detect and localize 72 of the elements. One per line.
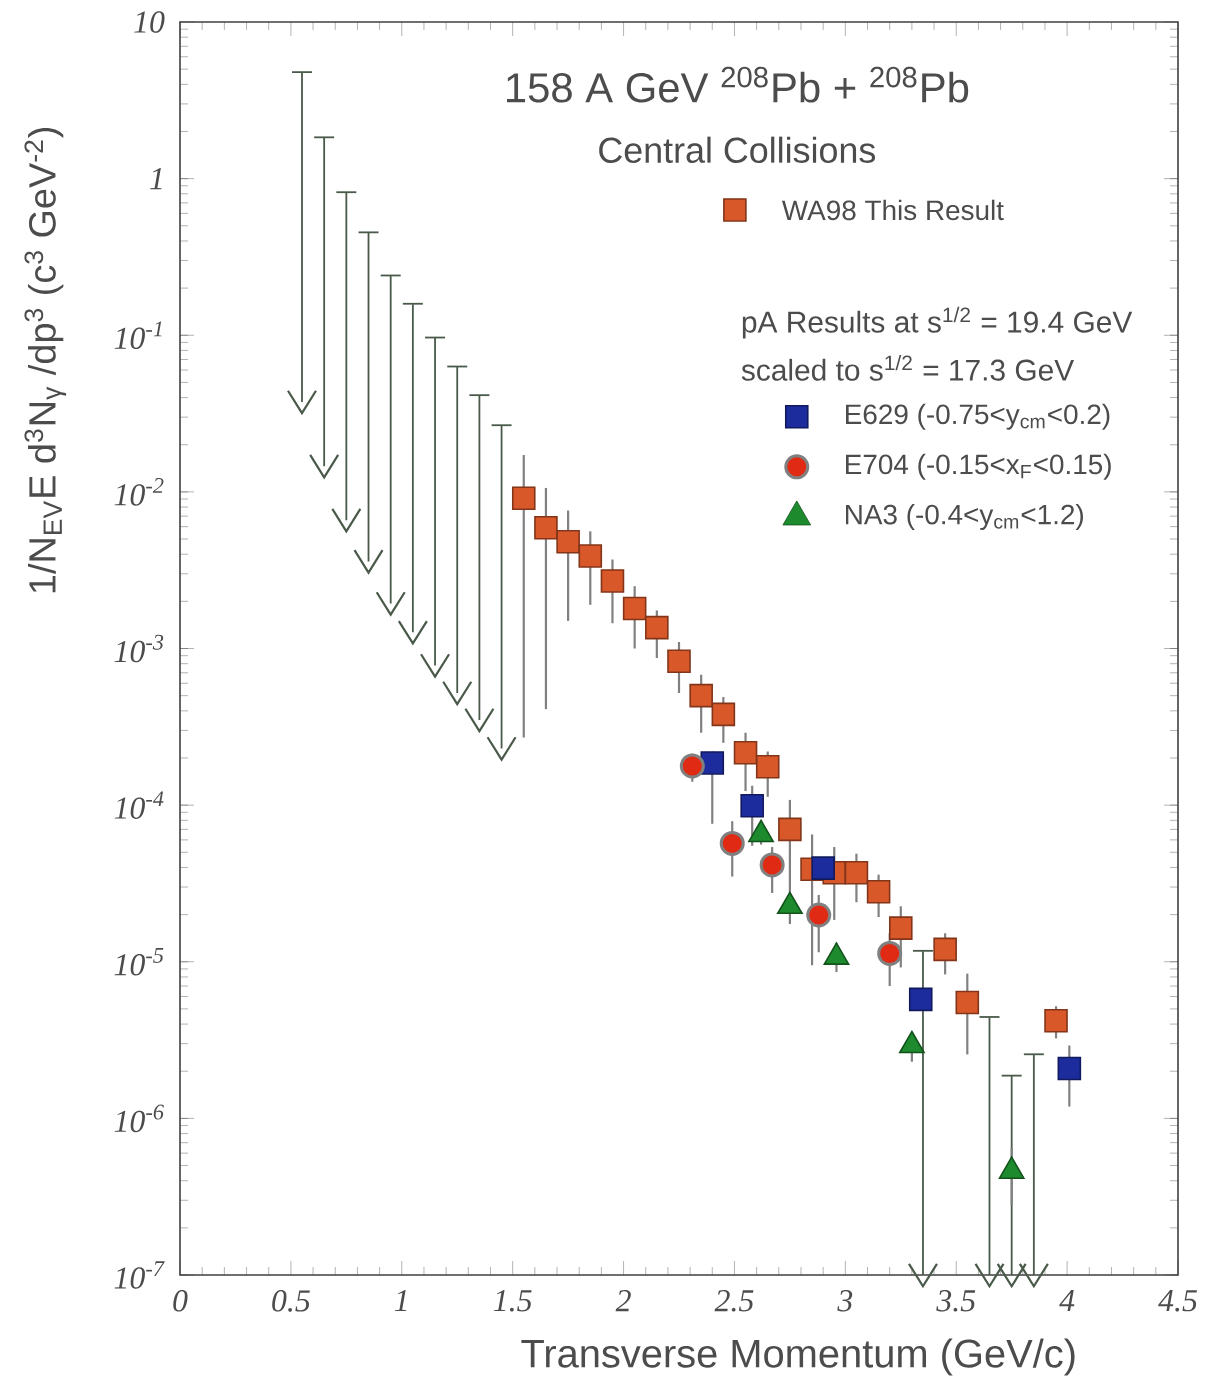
x-tick-label: 3 [837, 1290, 853, 1312]
point [955, 990, 980, 1015]
point [811, 856, 835, 880]
x-tick-label: 3.5 [936, 1290, 976, 1312]
x-tick-label: 0.5 [272, 1290, 310, 1312]
point [1044, 1008, 1068, 1033]
point [996, 1262, 1027, 1288]
point [974, 1262, 1005, 1288]
y-tick-label: 10$^{-7}$ [114, 1261, 165, 1289]
point [907, 1262, 939, 1288]
point [419, 653, 451, 678]
x-tick-label: 1 [394, 1290, 407, 1312]
x-tick-label: 4.5 [1158, 1290, 1197, 1312]
point [908, 987, 933, 1012]
annotation: scaled to s$^{1/2}$ = 17.3 GeV [741, 354, 1075, 381]
point [286, 389, 318, 415]
x-tick-label: 0 [173, 1290, 188, 1312]
point [1057, 1056, 1082, 1081]
text: 1/N$_{EV}$E d$^{3}$N$_{γ}$ /dp$^{3}$ (c$^{3}$ GeV$^{-2}$) [24, 127, 67, 593]
point [353, 549, 384, 574]
text: Central Collisions [599, 136, 876, 163]
y-tick-label: 10$^{-6}$ [114, 1104, 164, 1133]
y-tick-label: 1 [150, 168, 162, 190]
point [442, 680, 473, 706]
legend-label: WA98 This Result [781, 199, 1004, 221]
annotation: pA Results at s$^{1/2}$ = 19.4 GeV [742, 306, 1133, 339]
point [1018, 1262, 1049, 1288]
point [486, 736, 517, 761]
point [711, 702, 736, 727]
point [806, 902, 832, 928]
point [733, 740, 758, 765]
point [759, 852, 785, 878]
x-tick-label: 2 [615, 1290, 631, 1312]
point [844, 860, 869, 885]
x-axis-title: Transverse Momentum (GeV/c) [521, 1338, 1075, 1376]
point [600, 569, 625, 593]
y-tick-label: 10$^{-4}$ [114, 791, 164, 819]
point [778, 817, 802, 842]
point [556, 530, 580, 554]
y-tick-label: 10 [134, 11, 165, 33]
point [689, 683, 713, 708]
point [397, 619, 428, 645]
legend-label: E629 (-0.75<y$_{cm}$<0.2) [846, 403, 1110, 430]
legend-label: NA3 (-0.4<y$_{cm}$<1.2) [846, 503, 1083, 530]
point [667, 649, 691, 673]
x-tick-label: 2.5 [714, 1290, 754, 1312]
x-tick-label: 1.5 [493, 1290, 532, 1312]
point [877, 940, 903, 966]
point [866, 879, 891, 904]
point [755, 754, 780, 779]
point [679, 753, 705, 779]
point [578, 544, 603, 568]
y-tick-label: 10$^{-1}$ [114, 321, 162, 350]
x-tick-label: 4 [1059, 1290, 1075, 1312]
legend-label: E704 (-0.15<x$_{F}$<0.15) [846, 453, 1111, 480]
text: 158 A GeV $^{208}$Pb + $^{208}$Pb [507, 66, 969, 103]
point [464, 707, 495, 733]
point [331, 507, 362, 533]
point [645, 615, 669, 640]
point [511, 486, 536, 511]
y-tick-label: 10$^{-5}$ [114, 948, 164, 976]
point [719, 830, 745, 856]
y-tick-label: 10$^{-3}$ [114, 634, 164, 663]
point [534, 515, 558, 540]
point [309, 453, 340, 479]
point [933, 937, 957, 962]
y-tick-label: 10$^{-2}$ [114, 478, 164, 506]
point [700, 751, 725, 775]
point [622, 596, 647, 621]
point [375, 591, 406, 616]
point [888, 916, 913, 940]
point [740, 794, 764, 818]
